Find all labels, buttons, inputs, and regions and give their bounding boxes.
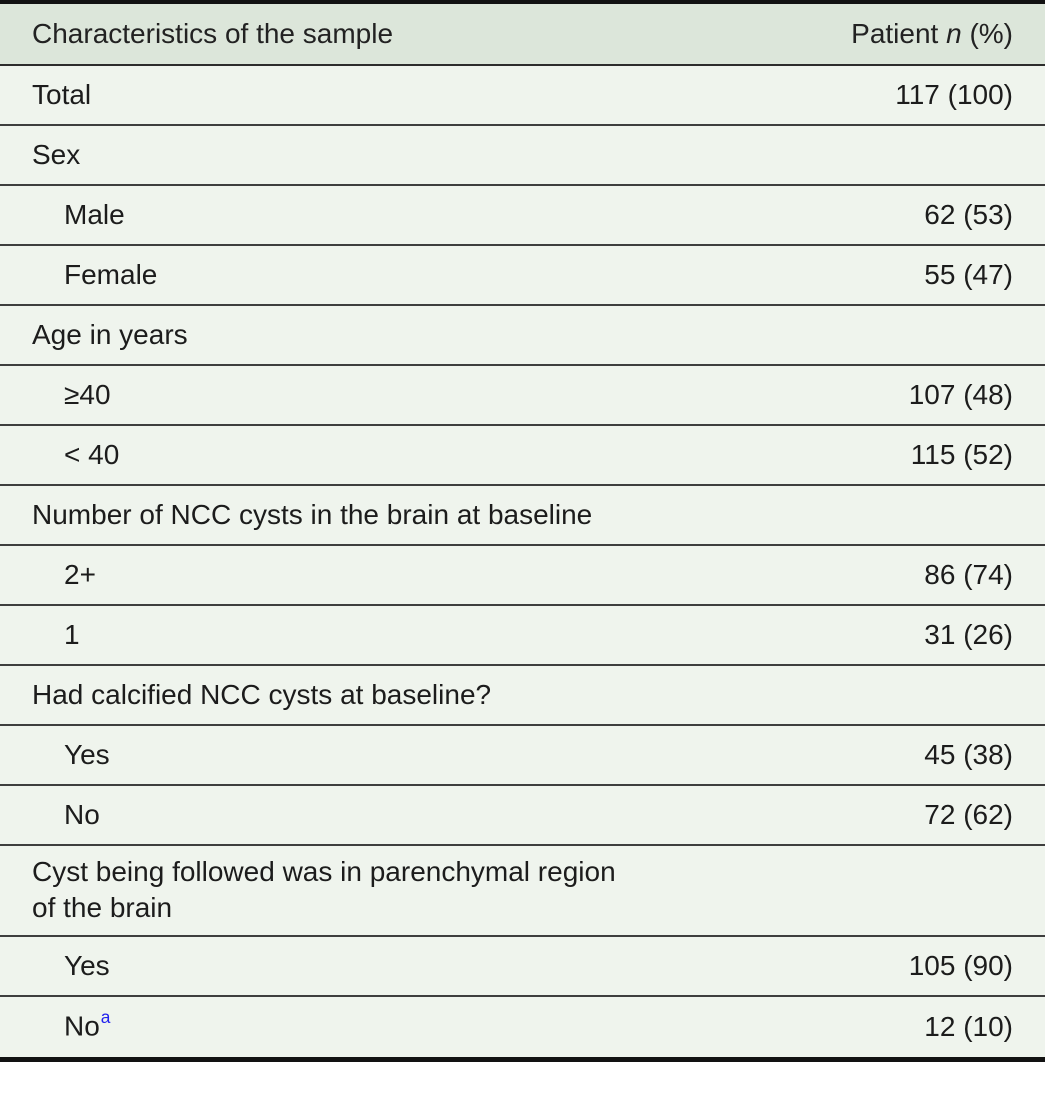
row-label: Age in years	[32, 318, 188, 350]
table-row-age: Age in years	[0, 306, 1045, 366]
table-row-calcified: Had calcified NCC cysts at baseline?	[0, 666, 1045, 726]
table-row-male: Male 62 (53)	[0, 186, 1045, 246]
table-row-age-lt40: < 40 115 (52)	[0, 426, 1045, 486]
table-header-row: Characteristics of the sample Patient n …	[0, 4, 1045, 66]
row-label: Yes	[64, 949, 110, 981]
table-row-female: Female 55 (47)	[0, 246, 1045, 306]
row-label: Female	[64, 258, 158, 290]
header-patient-suffix: (%)	[961, 18, 1013, 49]
row-label: Male	[64, 198, 125, 230]
table-row-calcified-no: No 72 (62)	[0, 786, 1045, 846]
row-value: 107 (48)	[908, 379, 1013, 410]
header-patient-n: Patient n (%)	[831, 18, 1013, 50]
row-label: Noa	[32, 1006, 111, 1045]
table-row-total: Total 117 (100)	[0, 66, 1045, 126]
row-label-text: No	[64, 1010, 100, 1042]
sample-characteristics-table: Characteristics of the sample Patient n …	[0, 0, 1045, 1062]
row-value: 72 (62)	[924, 799, 1013, 830]
table-row-sex: Sex	[0, 126, 1045, 186]
row-value: 86 (74)	[924, 559, 1013, 590]
row-value: 31 (26)	[924, 619, 1013, 650]
row-label: 1	[64, 618, 80, 650]
row-value: 55 (47)	[924, 259, 1013, 290]
row-label: Had calcified NCC cysts at baseline?	[32, 678, 492, 710]
footnote-marker-a: a	[100, 1006, 111, 1027]
table-row-num-cysts: Number of NCC cysts in the brain at base…	[0, 486, 1045, 546]
row-value: 115 (52)	[910, 439, 1013, 470]
table-row-calcified-yes: Yes 45 (38)	[0, 726, 1045, 786]
table-row-parenchymal: Cyst being followed was in parenchymal r…	[0, 846, 1045, 937]
header-patient-prefix: Patient	[851, 18, 947, 49]
row-label: Total	[32, 78, 92, 110]
row-value: 117 (100)	[895, 79, 1013, 110]
row-label: < 40	[64, 438, 120, 470]
table-row-cysts-1: 1 31 (26)	[0, 606, 1045, 666]
row-value: 105 (90)	[908, 949, 1013, 981]
row-label: Yes	[64, 738, 110, 770]
row-value: 62 (53)	[924, 199, 1013, 230]
row-label: ≥40	[64, 378, 111, 410]
table-row-parenchymal-no: Noa 12 (10)	[0, 997, 1045, 1057]
row-value: 45 (38)	[924, 739, 1013, 770]
table-row-age-gte40: ≥40 107 (48)	[0, 366, 1045, 426]
row-label: 2+	[64, 558, 96, 590]
header-characteristics: Characteristics of the sample	[32, 17, 394, 49]
row-value: 12 (10)	[924, 1010, 1013, 1042]
row-label: Sex	[32, 138, 81, 170]
row-label: Number of NCC cysts in the brain at base…	[32, 498, 593, 530]
row-label: No	[64, 798, 100, 830]
table-row-cysts-2plus: 2+ 86 (74)	[0, 546, 1045, 606]
row-label: Cyst being followed was in parenchymal r…	[32, 856, 616, 924]
table-row-parenchymal-yes: Yes 105 (90)	[0, 937, 1045, 997]
header-patient-n-italic: n	[946, 18, 962, 49]
